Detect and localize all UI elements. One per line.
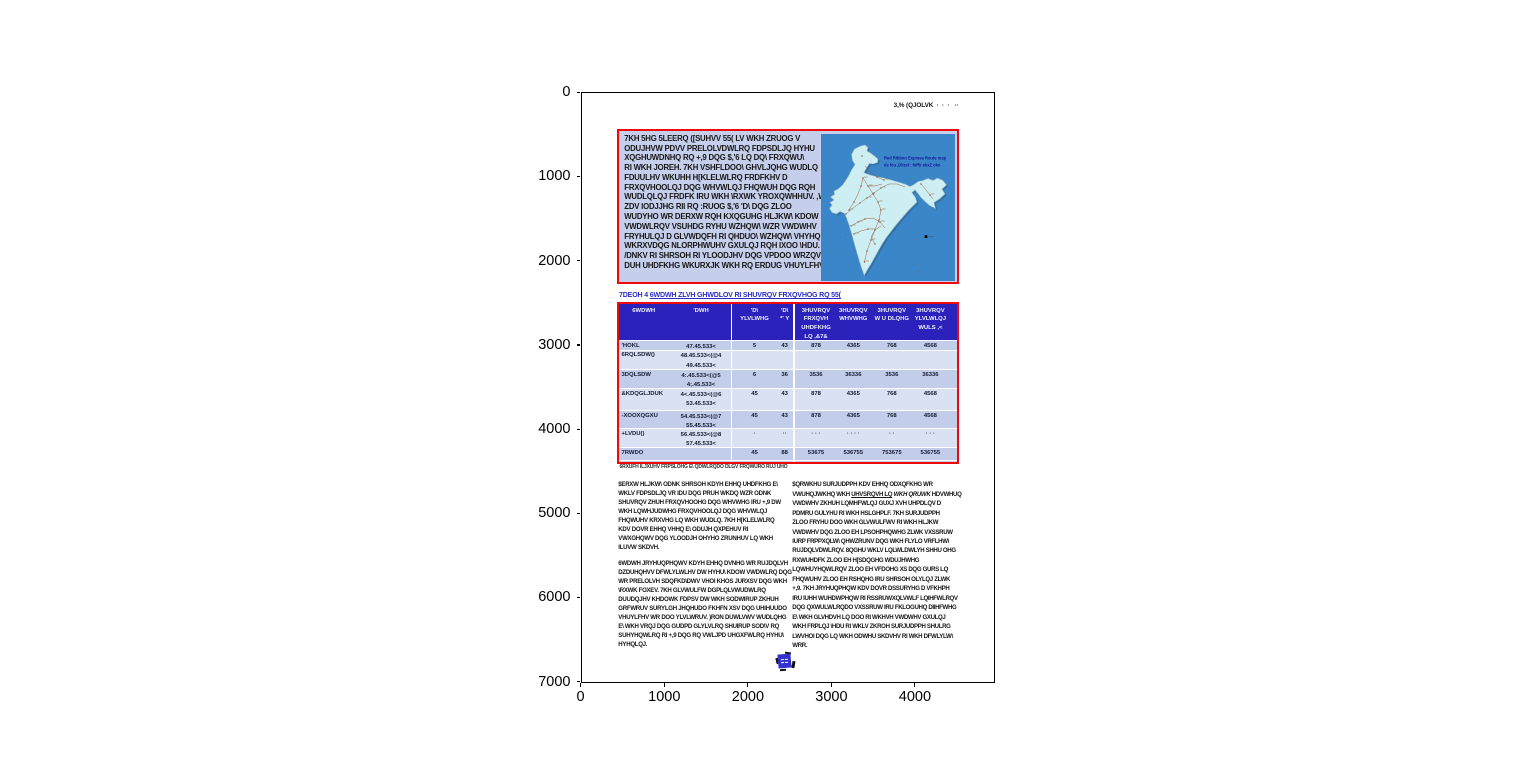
svg-text:Red Ribbon Express Route map: Red Ribbon Express Route map: [884, 156, 947, 161]
svg-text:ds fcu ,Dlizsl : feffir ekxZ o: ds fcu ,Dlizsl : feffir ekxZ okn: [884, 163, 941, 168]
